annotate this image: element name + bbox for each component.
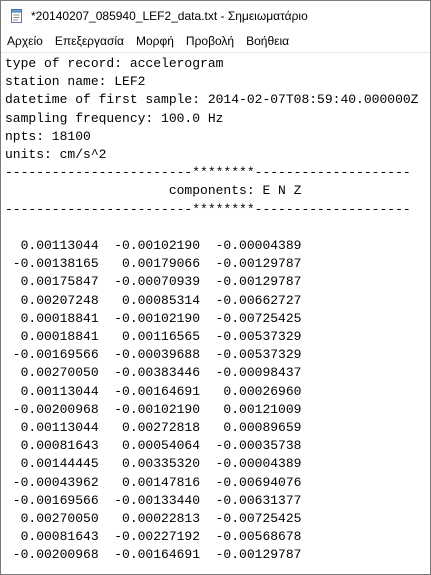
text-line: 0.00081643 -0.00227192 -0.00568678 [5,529,302,545]
text-line: 0.00113044 0.00272818 0.00089659 [5,420,302,436]
text-line: ------------------------********--------… [5,165,411,181]
text-editor[interactable]: type of record: accelerogram station nam… [1,52,430,575]
text-line: -0.00169566 -0.00039688 -0.00537329 [5,347,302,363]
notepad-icon [11,8,22,23]
window-title: *20140207_085940_LEF2_data.txt - Σημειωμ… [31,8,308,23]
text-line: -0.00200968 -0.00164691 -0.00129787 [5,547,302,563]
text-line: 0.00144445 0.00335320 -0.00004389 [5,456,302,472]
menu-help[interactable]: Βοήθεια [246,34,290,48]
text-line: 0.00018841 -0.00102190 -0.00725425 [5,310,302,326]
text-line: sampling frequency: 100.0 Hz [5,110,224,126]
text-line: -0.00138165 0.00179066 -0.00129787 [5,256,302,272]
text-line: -0.00169566 -0.00133440 -0.00631377 [5,492,302,508]
menu-format[interactable]: Μορφή [135,34,174,48]
menu-edit[interactable]: Επεξεργασία [54,34,124,48]
text-line: -0.00043962 0.00147816 -0.00694076 [5,474,302,490]
menu-file[interactable]: Αρχείο [7,34,43,48]
text-line: 0.00175847 -0.00070939 -0.00129787 [5,274,302,290]
text-line: type of record: accelerogram [5,56,224,71]
text-line: 0.00018841 0.00116565 -0.00537329 [5,329,302,345]
text-line: npts: 18100 [5,128,91,144]
text-line: station name: LEF2 [5,74,146,90]
text-line: ... ... ... [5,565,279,575]
menu-view[interactable]: Προβολή [185,34,235,48]
text-line: ------------------------********--------… [5,201,411,217]
text-line: -0.00200968 -0.00102190 0.00121009 [5,401,302,417]
text-line: 0.00270050 0.00022813 -0.00725425 [5,511,302,527]
text-line: 0.00270050 -0.00383446 -0.00098437 [5,365,302,381]
menu-bar: Αρχείο Επεξεργασία Μορφή Προβολή Βοήθεια [1,31,430,51]
text-line: components: E N Z [5,183,302,199]
title-bar[interactable]: *20140207_085940_LEF2_data.txt - Σημειωμ… [1,1,430,30]
document-text[interactable]: type of record: accelerogram station nam… [1,53,430,575]
text-line: units: cm/s^2 [5,147,107,163]
text-line: 0.00113044 -0.00102190 -0.00004389 [5,238,302,254]
text-line: 0.00207248 0.00085314 -0.00662727 [5,292,302,308]
text-line: 0.00081643 0.00054064 -0.00035738 [5,438,302,454]
text-line: 0.00113044 -0.00164691 0.00026960 [5,383,302,399]
text-line: datetime of first sample: 2014-02-07T08:… [5,92,419,108]
